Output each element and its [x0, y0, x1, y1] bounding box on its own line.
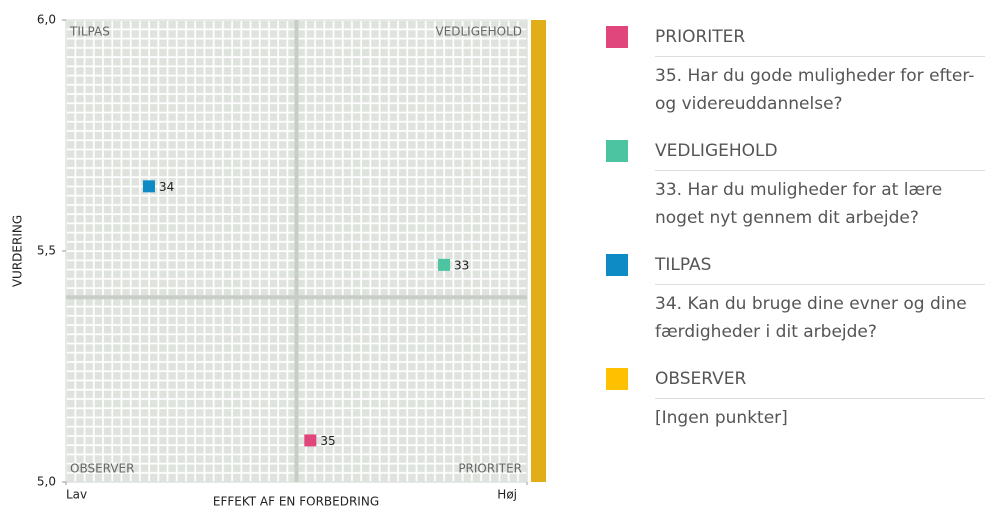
legend-name: OBSERVER [655, 368, 985, 399]
y-tick-label: 5,0 [37, 475, 56, 489]
x-tick-label: Høj [497, 488, 517, 502]
y-axis-label: VURDERING [11, 215, 25, 287]
legend-text: 33. Har du muligheder for at lære noget … [655, 180, 943, 228]
quadrant-label: TILPAS [69, 25, 110, 39]
y-tick-label: 6,0 [37, 13, 56, 27]
point-label: 35 [320, 434, 335, 448]
legend-text: 35. Har du gode muligheder for efter- og… [655, 66, 975, 114]
point [304, 434, 317, 447]
legend-swatch [606, 26, 628, 48]
x-axis-label: EFFEKT AF EN FORBEDRING [213, 495, 379, 508]
legend-name: TILPAS [655, 254, 985, 285]
point-label: 33 [454, 258, 469, 272]
legend-text: 34. Kan du bruge dine evner og dine færd… [655, 294, 967, 342]
point [142, 180, 155, 193]
legend-swatch [606, 368, 628, 390]
legend-swatch [606, 254, 628, 276]
y-tick-label: 5,5 [37, 244, 56, 258]
color-bar [531, 20, 546, 482]
quadrant-label: VEDLIGEHOLD [435, 25, 522, 39]
point [438, 258, 451, 271]
legend-swatch [606, 140, 628, 162]
legend-text: [Ingen punkter] [655, 408, 788, 428]
legend-name: PRIORITER [655, 26, 985, 57]
point-label: 34 [159, 180, 174, 194]
quadrant-label: PRIORITER [458, 462, 522, 476]
legend-name: VEDLIGEHOLD [655, 140, 985, 171]
x-tick-label: Lav [66, 488, 87, 502]
quadrant-label: OBSERVER [70, 462, 134, 476]
